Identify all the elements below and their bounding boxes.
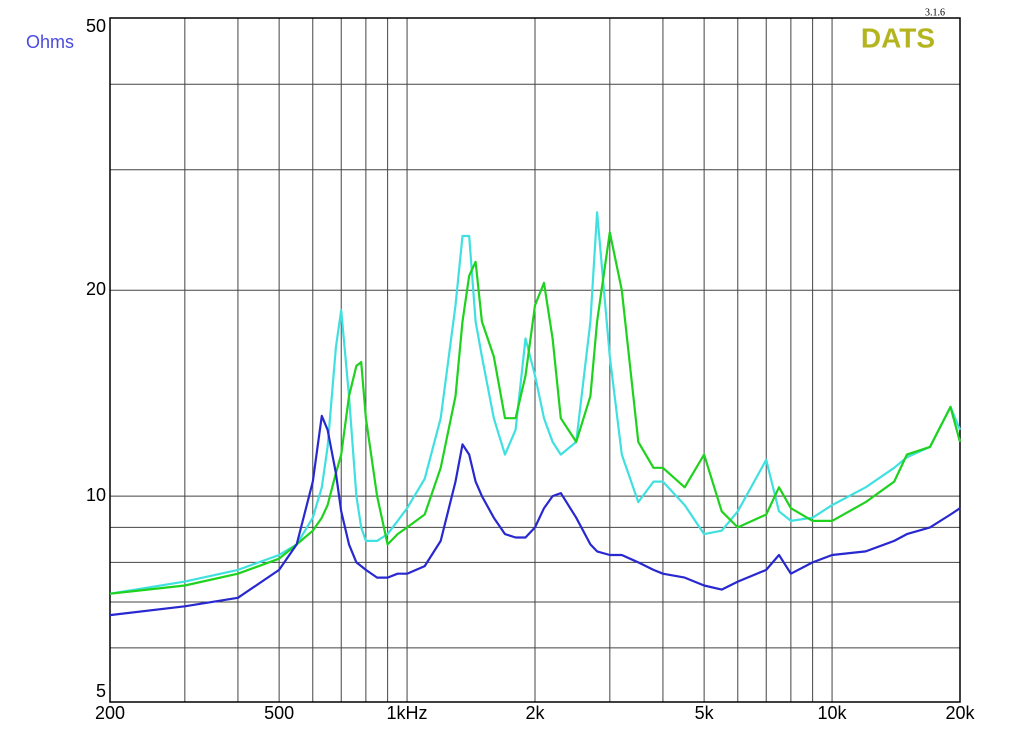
y-tick-label: 10 bbox=[86, 485, 106, 505]
y-tick-label: 5 bbox=[96, 681, 106, 701]
impedance-curve bbox=[109, 231, 962, 595]
plot-frame bbox=[109, 17, 961, 703]
y-axis-label: Ohms bbox=[26, 32, 74, 52]
x-tick-label: 1kHz bbox=[387, 703, 428, 723]
x-tick-label: 20k bbox=[945, 703, 975, 723]
x-tick-label: 2k bbox=[525, 703, 545, 723]
y-tick-label: 20 bbox=[86, 279, 106, 299]
x-tick-label: 5k bbox=[695, 703, 715, 723]
brand: DATS bbox=[861, 22, 935, 53]
x-tick-label: 200 bbox=[95, 703, 125, 723]
impedance-curve bbox=[109, 211, 962, 595]
impedance-curve bbox=[109, 414, 961, 617]
y-tick-label: 50 bbox=[86, 16, 106, 36]
x-tick-label: 10k bbox=[818, 703, 848, 723]
version: 3.1.6 bbox=[925, 7, 945, 18]
x-tick-label: 500 bbox=[264, 703, 294, 723]
